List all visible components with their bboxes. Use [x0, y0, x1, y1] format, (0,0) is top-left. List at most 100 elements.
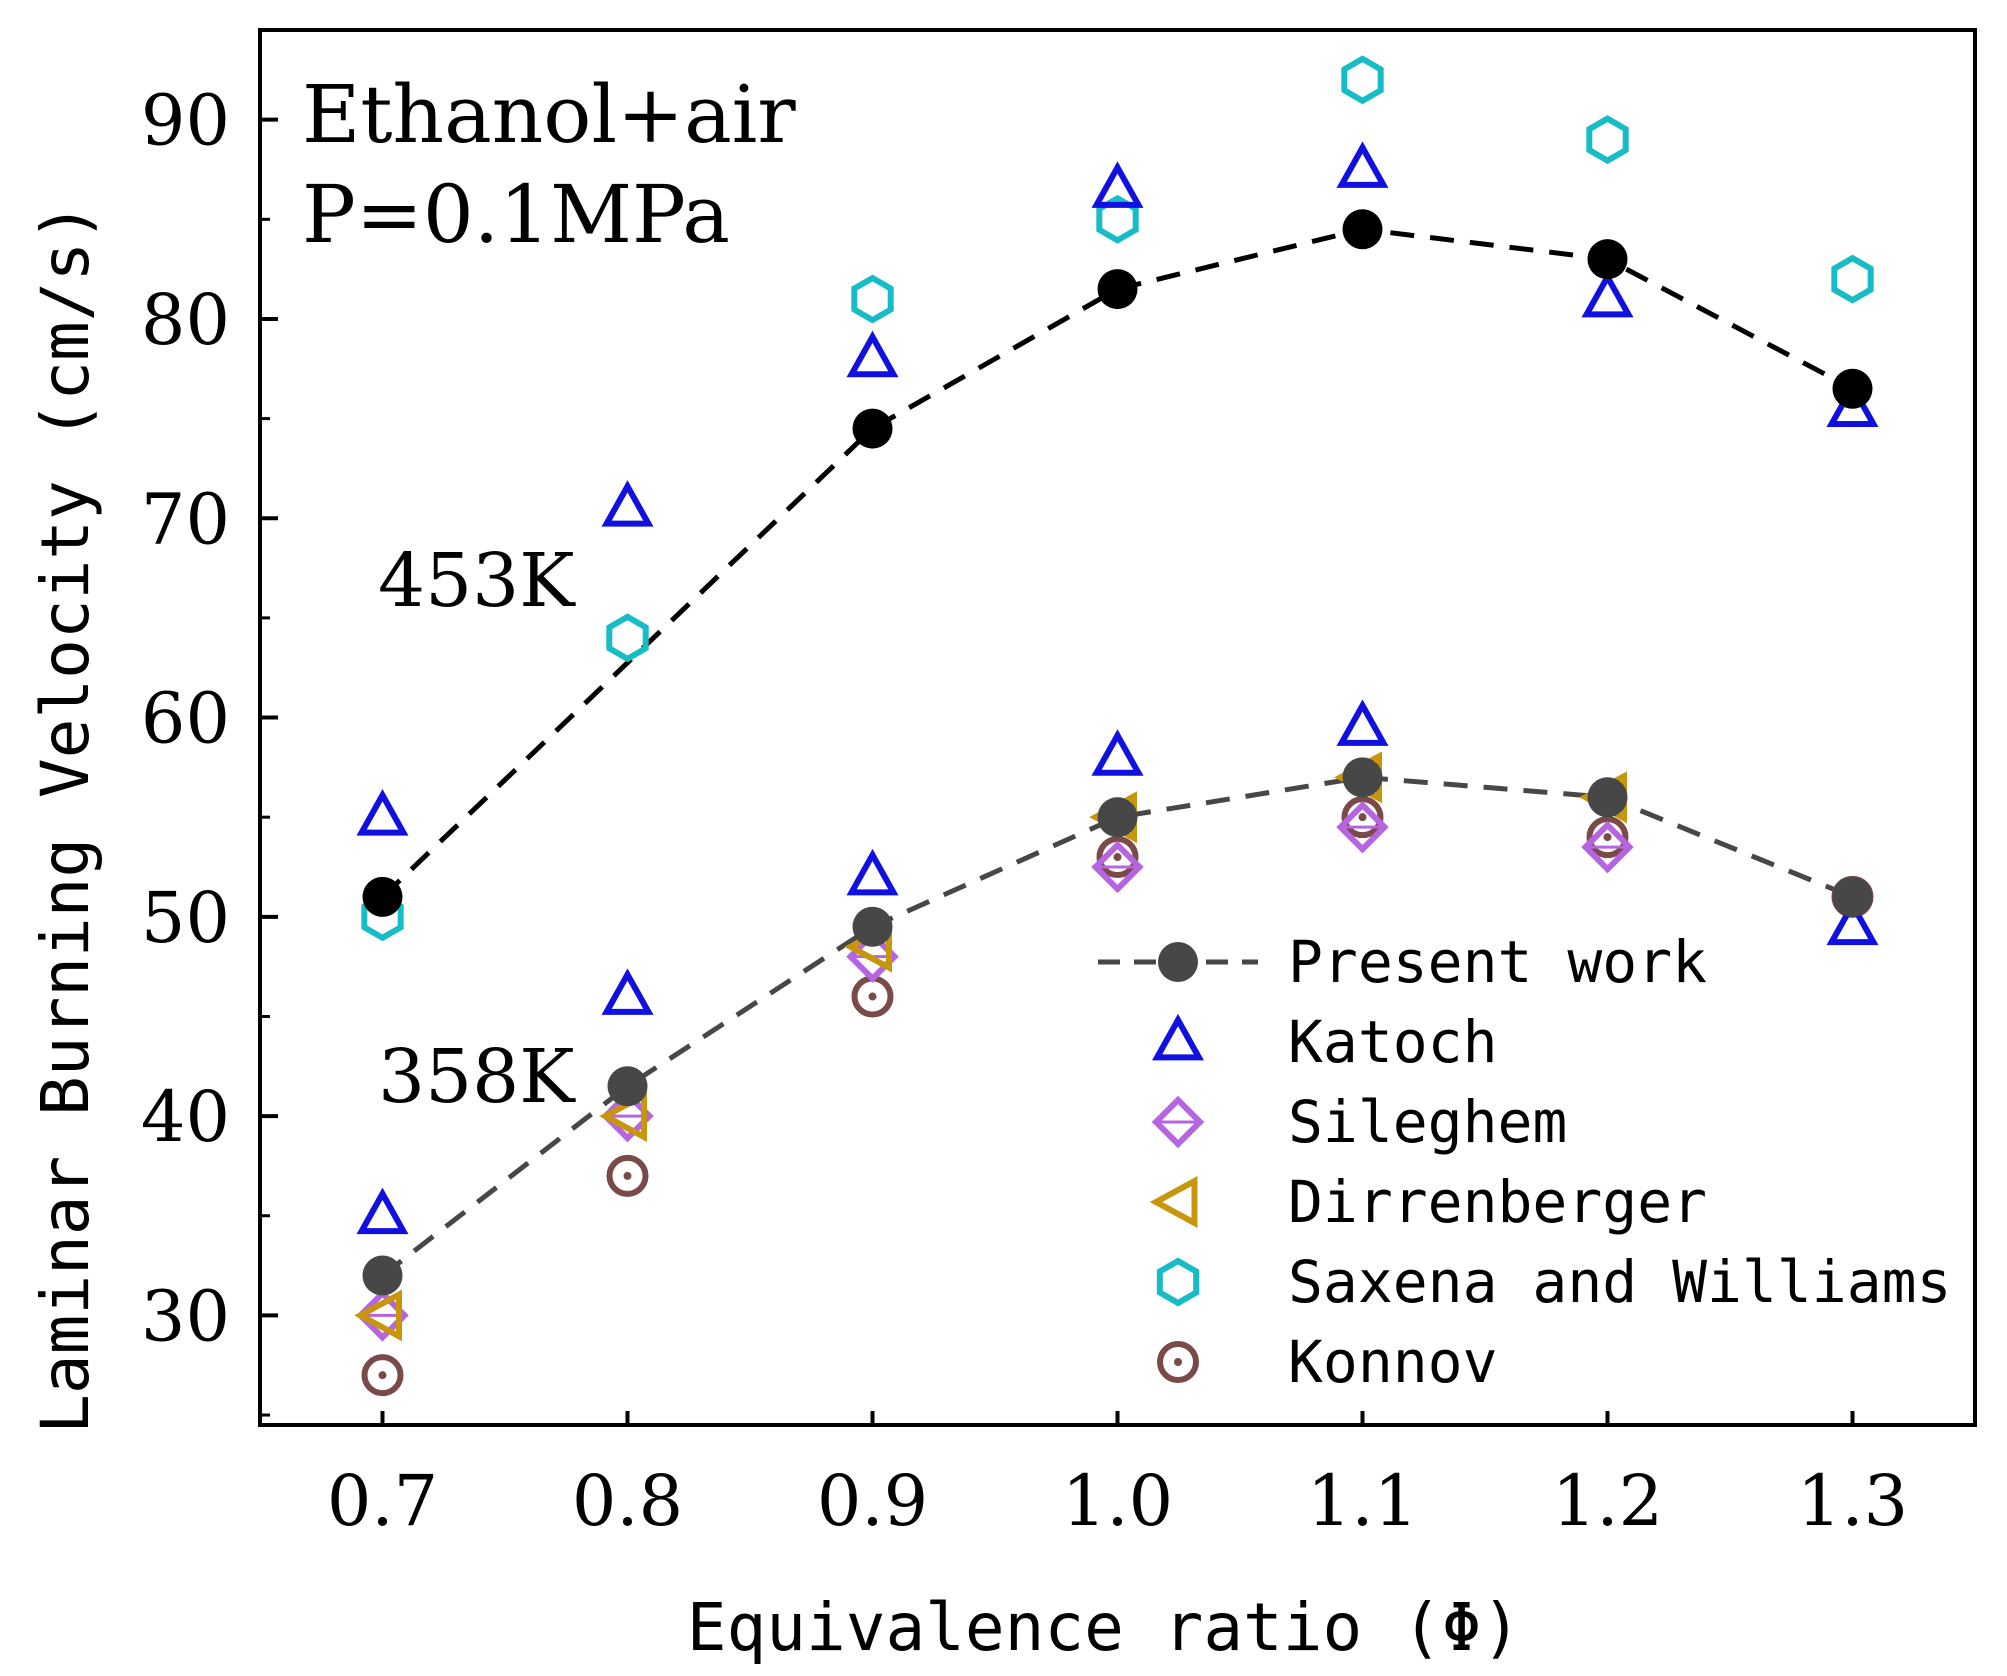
marker-shape [1336, 800, 1389, 854]
trend-line-453k [380, 226, 1854, 899]
marker-shape [362, 1255, 403, 1296]
marker-shape [1113, 853, 1122, 862]
point-katoch-453k [601, 480, 654, 527]
marker-shape [1336, 141, 1389, 188]
point-saxena-and-williams-453k [1096, 194, 1139, 244]
marker-shape [1151, 1013, 1205, 1061]
marker-shape [846, 330, 899, 378]
y-axis-title: Laminar Burning Velocity (cm/s) [27, 202, 104, 1434]
point-present-work-358k [607, 1066, 648, 1107]
point-konnov-358k [361, 1354, 404, 1397]
x-tick-label: 0.8 [572, 1460, 683, 1542]
point-sileghem-358k [1336, 800, 1389, 854]
point-present-work-453k [852, 408, 893, 449]
marker-shape [1097, 797, 1138, 838]
data-markers [354, 55, 1879, 1397]
trend-lines [380, 226, 1854, 1278]
marker-shape [1832, 876, 1873, 917]
point-konnov-358k [606, 1154, 649, 1197]
marker-shape [1342, 209, 1383, 250]
point-saxena-and-williams-453k [851, 274, 894, 324]
legend-item-katoch: Katoch [1151, 1008, 1498, 1076]
y-tick-label: 40 [141, 1076, 230, 1158]
point-present-work-453k [1832, 368, 1873, 409]
marker-shape [1581, 820, 1634, 874]
point-konnov-358k [1586, 816, 1629, 859]
point-konnov-358k [1096, 836, 1139, 879]
marker-shape [1341, 55, 1384, 105]
marker-shape [623, 1171, 632, 1180]
marker-shape [1587, 239, 1628, 280]
marker-shape [851, 274, 894, 324]
x-tick-label: 1.0 [1062, 1460, 1173, 1542]
point-saxena-and-williams-453k [606, 613, 649, 663]
marker-shape [1586, 816, 1629, 859]
point-present-work-358k [1587, 777, 1628, 818]
marker-shape [1091, 161, 1144, 208]
marker-shape [1832, 368, 1873, 409]
marker-shape [1342, 757, 1383, 798]
marker-shape [378, 1371, 387, 1380]
y-tick-label: 60 [141, 678, 230, 760]
point-present-work-358k [1832, 876, 1873, 917]
marker-shape [1156, 1257, 1200, 1307]
marker-shape [1341, 796, 1384, 839]
point-konnov-358k [851, 975, 894, 1018]
x-tick-label: 0.9 [817, 1460, 928, 1542]
marker-shape [1581, 270, 1634, 318]
temp-high-annotation: 453K [378, 538, 576, 624]
marker-shape [1097, 269, 1138, 310]
point-present-work-453k [362, 876, 403, 917]
point-katoch-453k [1336, 141, 1389, 188]
legend-marker [1151, 1013, 1205, 1061]
x-axis-title: Equivalence ratio (Φ) [687, 1589, 1521, 1666]
point-katoch-358k [846, 848, 899, 896]
legend-marker [1158, 942, 1198, 982]
marker-shape [1831, 254, 1874, 304]
point-katoch-453k [1581, 270, 1634, 318]
legend-marker [1149, 1176, 1198, 1228]
point-katoch-358k [1091, 729, 1144, 776]
legend-label: Dirrenberger [1288, 1168, 1707, 1236]
legend-label: Katoch [1288, 1008, 1498, 1076]
marker-shape [868, 992, 877, 1001]
x-tick-label: 1.1 [1307, 1460, 1418, 1542]
legend-marker [1156, 1257, 1200, 1307]
marker-shape [606, 613, 649, 663]
axes: 0.7 0.8 0.9 1.0 1.1 1.2 1.3 30 40 50 60 70 80 90 [141, 28, 1977, 1542]
point-dirrenberger-358k [354, 1289, 402, 1342]
point-katoch-358k [1826, 898, 1879, 946]
marker-shape [601, 480, 654, 527]
marker-shape [361, 1354, 404, 1397]
marker-shape [1603, 833, 1612, 842]
point-saxena-and-williams-453k [1586, 115, 1629, 165]
legend-marker [1151, 1095, 1205, 1149]
marker-shape [852, 906, 893, 947]
legend-label: Saxena and Williams [1288, 1248, 1951, 1316]
legend-label: Sileghem [1288, 1088, 1567, 1156]
legend-item-konnov: Konnov [1157, 1328, 1498, 1396]
point-saxena-and-williams-453k [1341, 55, 1384, 105]
marker-shape [606, 1154, 649, 1197]
y-tick-label: 30 [141, 1275, 230, 1357]
point-katoch-358k [601, 968, 654, 1015]
point-present-work-453k [1097, 269, 1138, 310]
marker-shape [601, 968, 654, 1015]
legend-item-saxena-and-williams: Saxena and Williams [1156, 1248, 1951, 1316]
legend-label: Konnov [1288, 1328, 1498, 1396]
point-present-work-358k [1342, 757, 1383, 798]
marker-shape [607, 1066, 648, 1107]
point-konnov-358k [1341, 796, 1384, 839]
y-tick-label: 80 [141, 279, 230, 361]
x-tick-label: 1.2 [1552, 1460, 1663, 1542]
point-katoch-453k [1091, 161, 1144, 208]
legend: Present work Katoch Sileghem Dirrenberger Sa… [1098, 928, 1951, 1396]
point-present-work-358k [362, 1255, 403, 1296]
marker-shape [1091, 729, 1144, 776]
point-sileghem-358k [1091, 840, 1144, 894]
marker-shape [1587, 777, 1628, 818]
y-tick-label: 90 [141, 80, 230, 162]
marker-shape [1096, 194, 1139, 244]
marker-shape [1096, 836, 1139, 879]
